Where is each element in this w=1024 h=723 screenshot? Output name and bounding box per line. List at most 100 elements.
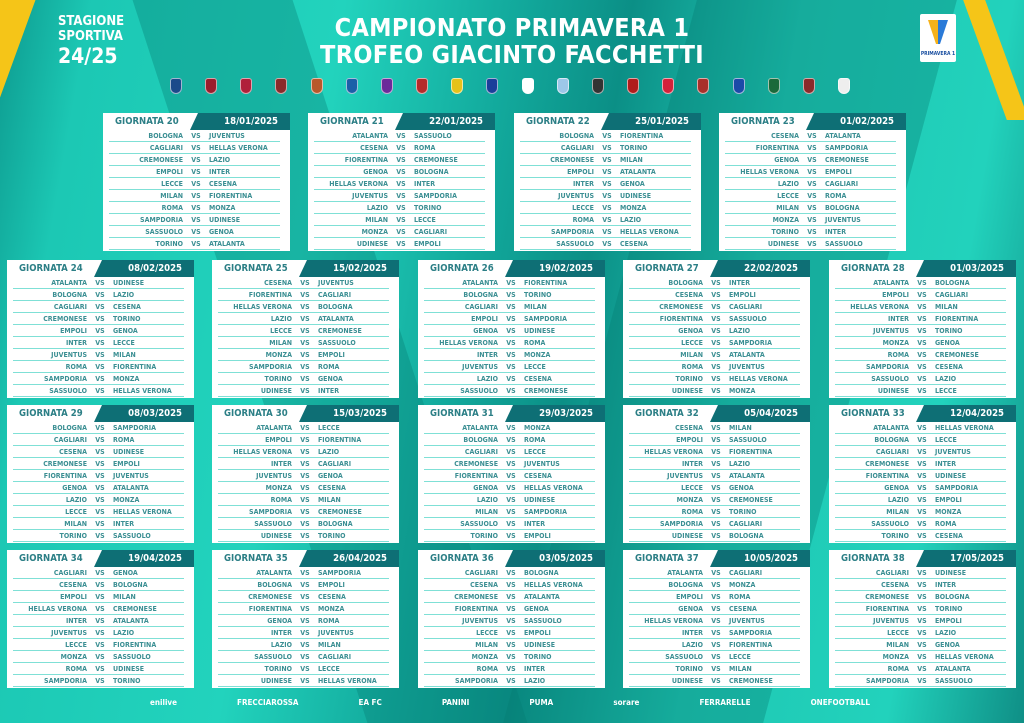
home-team: ATALANTA (256, 423, 292, 432)
away-team: TORINO (113, 676, 141, 685)
vs-label: VS (807, 131, 817, 140)
away-team: ROMA (935, 519, 957, 528)
away-team: MONZA (524, 423, 551, 432)
match-row: SASSUOLO VS CESENA (520, 238, 691, 250)
away-team: CREMONESE (524, 386, 568, 395)
away-team: BOLOGNA (825, 203, 860, 212)
home-team: UDINESE (671, 531, 703, 540)
away-team: LECCE (318, 423, 340, 432)
vs-label: VS (300, 628, 310, 637)
vs-label: VS (506, 628, 516, 637)
match-row: UDINESE VS MONZA (629, 385, 800, 397)
round-label: GIORNATA 34 (19, 553, 83, 564)
vs-label: VS (602, 191, 612, 200)
round-date: 01/03/2025 (916, 260, 1016, 277)
away-team: CAGLIARI (729, 302, 763, 311)
away-team: LAZIO (113, 290, 135, 299)
home-team: FIORENTINA (659, 314, 703, 323)
match-row: MILAN VS INTER (13, 518, 184, 530)
vs-label: VS (300, 459, 310, 468)
match-row: SAMPDORIA VS ROMA (218, 361, 389, 373)
round-date: 10/05/2025 (710, 550, 810, 567)
home-team: LECCE (476, 628, 498, 637)
home-team: LAZIO (476, 495, 498, 504)
match-row: UDINESE VS LECCE (835, 385, 1006, 397)
home-team: CAGLIARI (875, 568, 909, 577)
away-team: JUVENTUS (524, 459, 560, 468)
home-team: HELLAS VERONA (439, 338, 498, 347)
away-team: CAGLIARI (935, 290, 969, 299)
home-team: SAMPDORIA (44, 676, 87, 685)
vs-label: VS (300, 531, 310, 540)
match-row: GENOA VS ATALANTA (13, 482, 184, 494)
home-team: SASSUOLO (145, 227, 183, 236)
home-team: TORINO (771, 227, 799, 236)
away-team: SAMPDORIA (318, 568, 361, 577)
vs-label: VS (711, 604, 721, 613)
round-header: GIORNATA 27 22/02/2025 (623, 260, 810, 277)
vs-label: VS (95, 652, 105, 661)
match-row: MONZA VS CAGLIARI (314, 226, 485, 238)
away-team: MONZA (729, 580, 756, 589)
vs-label: VS (95, 423, 105, 432)
match-row: MILAN VS FIORENTINA (109, 190, 280, 202)
vs-label: VS (602, 179, 612, 188)
vs-label: VS (917, 592, 927, 601)
match-row: FIORENTINA VS SASSUOLO (629, 313, 800, 325)
match-row: LECCE VS SAMPDORIA (629, 337, 800, 349)
match-row: FIORENTINA VS CESENA (424, 470, 595, 482)
vs-label: VS (807, 215, 817, 224)
vs-label: VS (917, 374, 927, 383)
home-team: MONZA (60, 652, 87, 661)
round-label: GIORNATA 22 (526, 116, 590, 127)
away-team: HELLAS VERONA (113, 386, 172, 395)
match-row: EMPOLI VS FIORENTINA (218, 434, 389, 446)
vs-label: VS (506, 471, 516, 480)
home-team: LAZIO (476, 374, 498, 383)
away-team: SAMPDORIA (825, 143, 868, 152)
match-row: FIORENTINA VS CAGLIARI (218, 289, 389, 301)
vs-label: VS (300, 483, 310, 492)
match-row: GENOA VS SAMPDORIA (835, 482, 1006, 494)
away-team: GENOA (524, 604, 549, 613)
crest-torino-icon (802, 78, 815, 94)
away-team: JUVENTUS (729, 362, 765, 371)
vs-label: VS (506, 386, 516, 395)
home-team: CREMONESE (550, 155, 594, 164)
home-team: LECCE (65, 640, 87, 649)
home-team: JUVENTUS (873, 326, 909, 335)
home-team: SASSUOLO (254, 519, 292, 528)
home-team: JUVENTUS (256, 471, 292, 480)
away-team: BOLOGNA (113, 580, 148, 589)
match-row: SASSUOLO VS INTER (424, 518, 595, 530)
vs-label: VS (95, 290, 105, 299)
vs-label: VS (95, 580, 105, 589)
away-team: CAGLIARI (825, 179, 859, 188)
vs-label: VS (711, 676, 721, 685)
away-team: GENOA (620, 179, 645, 188)
vs-label: VS (711, 447, 721, 456)
home-team: INTER (572, 179, 594, 188)
match-row: UDINESE VS EMPOLI (314, 238, 485, 250)
home-team: ATALANTA (873, 278, 909, 287)
round-card: GIORNATA 33 12/04/2025 ATALANTA VS HELLAS VE… (829, 405, 1016, 543)
vs-label: VS (300, 362, 310, 371)
match-row: CAGLIARI VS TORINO (520, 142, 691, 154)
vs-label: VS (506, 278, 516, 287)
home-team: TORINO (264, 374, 292, 383)
round-header: GIORNATA 24 08/02/2025 (7, 260, 194, 277)
vs-label: VS (711, 507, 721, 516)
round-header: GIORNATA 37 10/05/2025 (623, 550, 810, 567)
away-team: LAZIO (113, 628, 135, 637)
home-team: TORINO (881, 531, 909, 540)
home-team: JUVENTUS (51, 628, 87, 637)
round-card: GIORNATA 20 18/01/2025 BOLOGNA VS JUVENTUS CA… (103, 113, 290, 251)
round-label: GIORNATA 26 (430, 263, 494, 274)
home-team: GENOA (774, 155, 799, 164)
vs-label: VS (95, 507, 105, 516)
match-row: SASSUOLO VS BOLOGNA (218, 518, 389, 530)
home-team: TORINO (675, 664, 703, 673)
away-team: FIORENTINA (935, 314, 979, 323)
away-team: LAZIO (935, 374, 957, 383)
round-date: 08/03/2025 (94, 405, 194, 422)
